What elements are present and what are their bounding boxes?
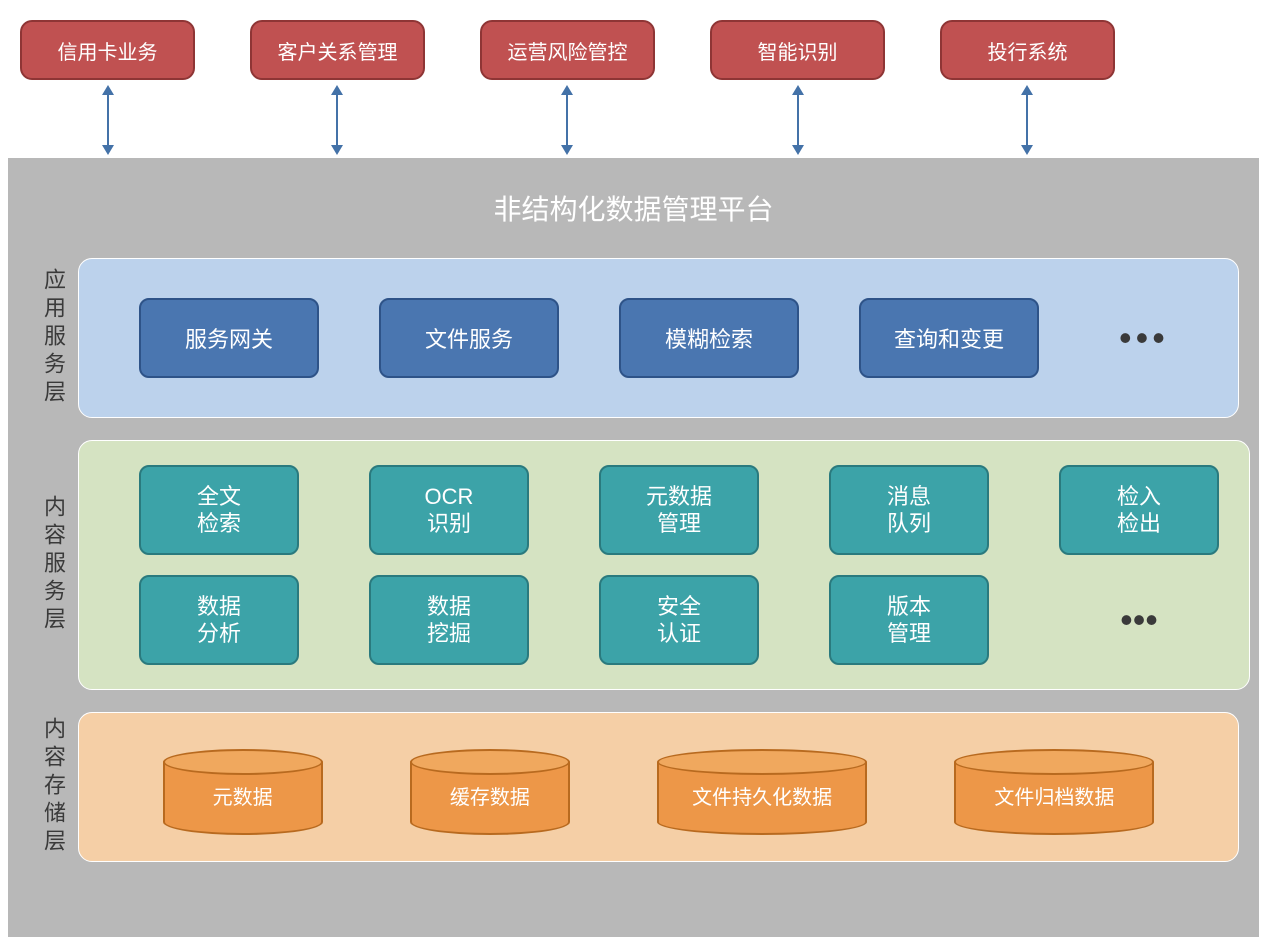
app-layer: 服务网关 文件服务 模糊检索 查询和变更 •••: [78, 258, 1239, 418]
app-gateway: 服务网关: [139, 298, 319, 378]
bidir-arrow-icon: [797, 85, 799, 155]
content-checkin: 检入 检出: [1059, 465, 1219, 555]
bidir-arrow-icon: [566, 85, 568, 155]
content-mq: 消息 队列: [829, 465, 989, 555]
content-ellipsis-icon: •••: [1059, 599, 1219, 641]
storage-cylinder: 元数据: [163, 762, 323, 822]
storage-cylinder: 缓存数据: [410, 762, 570, 822]
content-grid: 全文 检索 OCR 识别 元数据 管理 消息 队列 检入 检出 数据 分析 数据…: [109, 465, 1219, 665]
bidir-arrow-icon: [1026, 85, 1028, 155]
app-fuzzy-search: 模糊检索: [619, 298, 799, 378]
biz-ai-recognition: 智能识别: [710, 20, 885, 80]
bidir-arrow-icon: [336, 85, 338, 155]
cylinder-label: 缓存数据: [450, 781, 530, 810]
content-layer-label: 内容服务层: [28, 440, 78, 690]
content-layer-wrap: 内容服务层 全文 检索 OCR 识别 元数据 管理 消息 队列 检入 检出 数据…: [28, 440, 1239, 690]
storage-layer-wrap: 内容存储层 元数据 缓存数据 文件持久化数据 文件归档数据: [28, 712, 1239, 862]
content-ocr: OCR 识别: [369, 465, 529, 555]
business-systems-row: 信用卡业务 客户关系管理 运营风险管控 智能识别 投行系统: [20, 20, 1247, 80]
biz-investment: 投行系统: [940, 20, 1115, 80]
app-query-update: 查询和变更: [859, 298, 1039, 378]
content-mining: 数据 挖掘: [369, 575, 529, 665]
bidir-arrow-icon: [107, 85, 109, 155]
platform-container: 非结构化数据管理平台 应用服务层 服务网关 文件服务 模糊检索 查询和变更 ••…: [8, 158, 1259, 937]
storage-row: 元数据 缓存数据 文件持久化数据 文件归档数据: [109, 762, 1208, 822]
content-metadata: 元数据 管理: [599, 465, 759, 555]
content-fulltext: 全文 检索: [139, 465, 299, 555]
storage-cylinder: 文件归档数据: [954, 762, 1154, 822]
app-row: 服务网关 文件服务 模糊检索 查询和变更 •••: [109, 298, 1208, 378]
content-analysis: 数据 分析: [139, 575, 299, 665]
content-security: 安全 认证: [599, 575, 759, 665]
biz-credit-card: 信用卡业务: [20, 20, 195, 80]
app-layer-wrap: 应用服务层 服务网关 文件服务 模糊检索 查询和变更 •••: [28, 258, 1239, 418]
biz-crm: 客户关系管理: [250, 20, 425, 80]
content-layer: 全文 检索 OCR 识别 元数据 管理 消息 队列 检入 检出 数据 分析 数据…: [78, 440, 1250, 690]
storage-layer-label: 内容存储层: [28, 712, 78, 862]
platform-title: 非结构化数据管理平台: [28, 188, 1239, 228]
cylinder-label: 元数据: [213, 781, 273, 810]
biz-risk: 运营风险管控: [480, 20, 655, 80]
storage-cylinder: 文件持久化数据: [657, 762, 867, 822]
content-version: 版本 管理: [829, 575, 989, 665]
app-ellipsis-icon: •••: [1119, 317, 1169, 359]
cylinder-label: 文件持久化数据: [692, 781, 832, 810]
cylinder-label: 文件归档数据: [994, 781, 1114, 810]
storage-layer: 元数据 缓存数据 文件持久化数据 文件归档数据: [78, 712, 1239, 862]
app-layer-label: 应用服务层: [28, 258, 78, 418]
app-file-service: 文件服务: [379, 298, 559, 378]
